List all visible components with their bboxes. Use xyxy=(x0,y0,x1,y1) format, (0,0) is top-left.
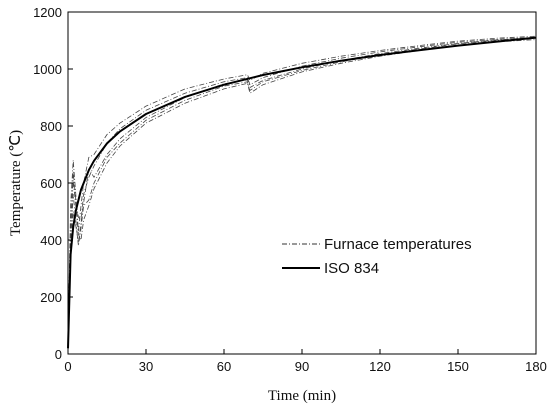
series-line-furnace xyxy=(67,37,537,349)
y-tick-label: 200 xyxy=(40,290,62,305)
ticks-layer: 0 30 60 90 120 150 180 0 200 400 600 800 1000 1200 xyxy=(33,5,547,374)
y-tick-label: 0 xyxy=(55,347,62,362)
y-tick-label: 1000 xyxy=(33,62,62,77)
legend: Furnace temperatures ISO 834 xyxy=(282,236,472,277)
series-line-furnace xyxy=(67,37,537,349)
legend-label-furnace: Furnace temperatures xyxy=(324,236,472,253)
x-tick-label: 180 xyxy=(525,359,547,374)
x-tick-label: 150 xyxy=(447,359,469,374)
series-layer xyxy=(67,35,537,349)
series-line-furnace xyxy=(67,36,537,349)
x-tick-label: 60 xyxy=(217,359,231,374)
y-tick-label: 800 xyxy=(40,119,62,134)
series-line-iso834 xyxy=(67,36,537,349)
y-tick-label: 400 xyxy=(40,233,62,248)
x-tick-label: 120 xyxy=(369,359,391,374)
x-axis-title: Time (min) xyxy=(268,388,336,404)
series-line-furnace xyxy=(67,35,537,349)
x-tick-label: 30 xyxy=(139,359,153,374)
y-tick-label: 600 xyxy=(40,176,62,191)
y-tick-label: 1200 xyxy=(33,5,62,20)
x-tick-label: 0 xyxy=(64,359,71,374)
legend-label-iso834: ISO 834 xyxy=(324,260,379,277)
y-axis-title: Temperature (℃) xyxy=(8,130,24,236)
series-line-furnace xyxy=(67,39,537,349)
x-tick-label: 90 xyxy=(295,359,309,374)
